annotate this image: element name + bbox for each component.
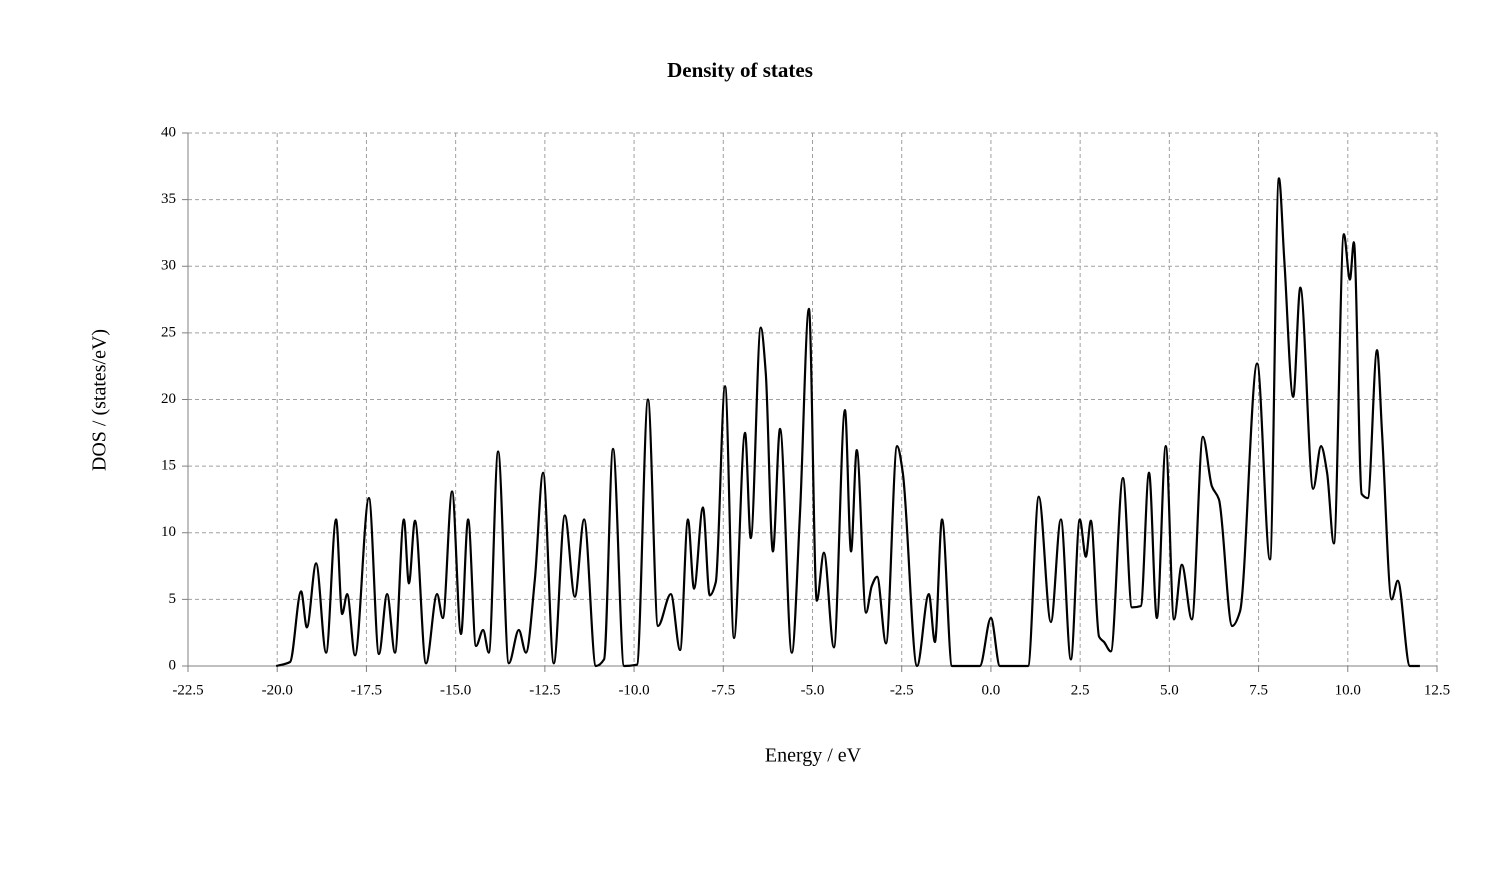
y-axis-label: DOS / (states/eV) [89,329,111,471]
x-tick-label: -22.5 [172,682,203,698]
x-tick-label: -7.5 [711,682,735,698]
y-tick-label: 30 [161,258,176,274]
x-tick-label: 0.0 [982,682,1001,698]
y-tick-label: 5 [169,591,177,607]
x-tick-label: 7.5 [1249,682,1268,698]
dos-line [275,177,1420,668]
x-tick-label: -5.0 [801,682,825,698]
y-tick-label: 0 [169,657,177,673]
x-tick-label: -10.0 [618,682,649,698]
x-tick-label: 2.5 [1071,682,1090,698]
x-axis-label: Energy / eV [765,745,862,767]
y-tick-label: 25 [161,324,176,340]
chart-title: Density of states [667,58,813,82]
x-tick-label: -15.0 [440,682,471,698]
y-tick-label: 20 [161,391,176,407]
x-tick-label: -12.5 [529,682,560,698]
x-tick-label: 10.0 [1335,682,1361,698]
y-tick-label: 35 [161,191,176,207]
x-tick-label: -2.5 [890,682,914,698]
y-tick-label: 40 [161,124,176,140]
x-tick-label: 5.0 [1160,682,1179,698]
y-tick-label: 15 [161,458,176,474]
x-tick-label: 12.5 [1424,682,1450,698]
y-tick-label: 10 [161,524,176,540]
x-tick-label: -17.5 [351,682,382,698]
x-tick-label: -20.0 [262,682,293,698]
